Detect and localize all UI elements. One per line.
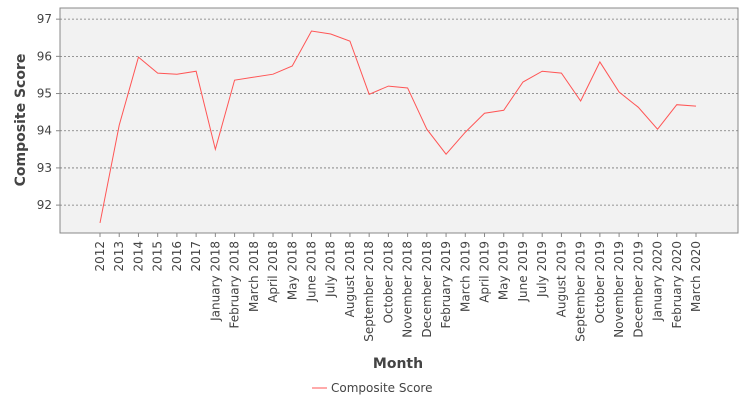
y-tick-label: 97 <box>37 12 52 26</box>
x-tick-label: March 2020 <box>689 241 703 312</box>
x-tick-label: May 2018 <box>285 241 299 300</box>
x-tick-label: 2015 <box>151 241 165 272</box>
x-tick-label: July 2018 <box>324 241 338 298</box>
x-tick-label: June 2019 <box>516 241 530 303</box>
x-tick-label: March 2019 <box>458 241 472 312</box>
x-tick-label: October 2019 <box>593 241 607 323</box>
x-tick-label: September 2018 <box>362 241 376 342</box>
x-tick-label: April 2018 <box>266 241 280 303</box>
x-tick-label: 2017 <box>189 241 203 272</box>
y-tick-label: 95 <box>37 87 52 101</box>
line-series <box>99 30 697 224</box>
x-tick-label: February 2020 <box>670 241 684 329</box>
x-tick-label: October 2018 <box>381 241 395 323</box>
x-tick-label: 2012 <box>93 241 107 272</box>
x-tick-label: January 2018 <box>208 241 222 322</box>
y-tick-label: 94 <box>37 124 52 138</box>
x-tick-label: 2013 <box>112 241 126 272</box>
x-tick-label: 2014 <box>131 241 145 272</box>
y-tick-label: 92 <box>37 198 52 212</box>
y-tick-label: 96 <box>37 49 52 63</box>
x-tick-label: March 2018 <box>247 241 261 312</box>
y-tick-label: 93 <box>37 161 52 175</box>
x-axis-title: Month <box>373 356 423 372</box>
x-tick-label: August 2018 <box>343 241 357 317</box>
plot-area <box>59 7 739 234</box>
x-tick-label: April 2019 <box>478 241 492 303</box>
x-tick-label: January 2020 <box>651 241 665 322</box>
x-tick-label: December 2019 <box>631 241 645 338</box>
x-tick-label: September 2019 <box>574 241 588 342</box>
x-tick-label: June 2018 <box>304 241 318 303</box>
x-tick-label: May 2019 <box>497 241 511 300</box>
legend-label: Composite Score <box>331 381 432 395</box>
x-tick-label: August 2019 <box>554 241 568 317</box>
x-tick-label: November 2018 <box>401 241 415 338</box>
x-tick-label: December 2018 <box>420 241 434 338</box>
x-tick-label: November 2019 <box>612 241 626 338</box>
x-tick-label: July 2019 <box>535 241 549 298</box>
x-tick-label: February 2018 <box>228 241 242 329</box>
x-tick-label: February 2019 <box>439 241 453 329</box>
x-tick-label: 2016 <box>170 241 184 272</box>
y-axis-title: Composite Score <box>13 54 29 187</box>
